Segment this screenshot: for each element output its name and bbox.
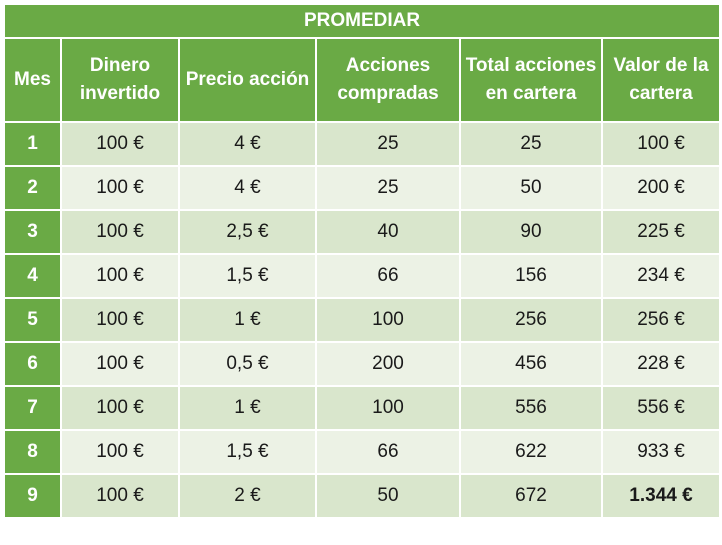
table-row: 2 100 €4 €25 50 200 € — [3, 165, 721, 211]
table-title: PROMEDIAR — [3, 3, 721, 39]
acciones-compradas-cell: 66 — [315, 429, 461, 475]
precio-accion-cell: 1,5 € — [178, 429, 317, 475]
table-row: 8 100 €1,5 €66 622 933 € — [3, 429, 721, 475]
table-row: 5 100 €1 €100 256 256 € — [3, 297, 721, 343]
total-acciones-cell: 256 — [459, 297, 603, 343]
total-acciones-cell: 156 — [459, 253, 603, 299]
mes-cell: 2 — [3, 165, 62, 211]
dinero-invertido-cell: 100 € — [60, 385, 180, 431]
header-row: Mes Dinero invertido Precio acción Acciones c… — [3, 37, 721, 123]
acciones-compradas-cell: 25 — [315, 165, 461, 211]
valor-cartera-cell: 1.344 € — [601, 473, 721, 519]
dinero-invertido-cell: 100 € — [60, 253, 180, 299]
mes-cell: 4 — [3, 253, 62, 299]
acciones-compradas-cell: 100 — [315, 297, 461, 343]
dinero-invertido-cell: 100 € — [60, 473, 180, 519]
acciones-compradas-cell: 40 — [315, 209, 461, 255]
mes-cell: 6 — [3, 341, 62, 387]
header-line-1: Dinero — [89, 55, 151, 76]
acciones-compradas-cell: 200 — [315, 341, 461, 387]
acciones-compradas-cell: 25 — [315, 121, 461, 167]
valor-cartera-cell: 200 € — [601, 165, 721, 211]
header-line-2: invertido — [79, 83, 161, 104]
precio-accion-cell: 4 € — [178, 165, 317, 211]
acciones-compradas-cell: 66 — [315, 253, 461, 299]
mes-cell: 5 — [3, 297, 62, 343]
header-line-2: en cartera — [485, 83, 577, 104]
table-row: 1 100 €4 €25 25 100 € — [3, 121, 721, 167]
valor-cartera-cell: 234 € — [601, 253, 721, 299]
table-body: 1 100 €4 €25 25 100 €2 100 €4 €25 50 200 €3 100… — [3, 121, 721, 519]
valor-cartera-cell: 256 € — [601, 297, 721, 343]
total-acciones-cell: 50 — [459, 165, 603, 211]
mes-cell: 8 — [3, 429, 62, 475]
dinero-invertido-cell: 100 € — [60, 209, 180, 255]
total-acciones-cell: 622 — [459, 429, 603, 475]
header-line-1: Mes — [14, 69, 51, 90]
mes-cell: 9 — [3, 473, 62, 519]
acciones-compradas-cell: 50 — [315, 473, 461, 519]
dinero-invertido-cell: 100 € — [60, 341, 180, 387]
dinero-invertido-cell: 100 € — [60, 121, 180, 167]
precio-accion-cell: 2,5 € — [178, 209, 317, 255]
valor-cartera-cell: 228 € — [601, 341, 721, 387]
header-line-1: Precio acción — [185, 69, 310, 90]
valor-cartera-cell: 556 € — [601, 385, 721, 431]
precio-accion-cell: 1 € — [178, 385, 317, 431]
mes-cell: 1 — [3, 121, 62, 167]
table-row: 6 100 €0,5 €200 456 228 € — [3, 341, 721, 387]
precio-accion-cell: 4 € — [178, 121, 317, 167]
table-row: 9 100 €2 €50 672 1.344 € — [3, 473, 721, 519]
dinero-invertido-cell: 100 € — [60, 429, 180, 475]
promediar-table-container: PROMEDIAR Mes Dinero invertido Precio acció… — [3, 3, 721, 519]
mes-cell: 7 — [3, 385, 62, 431]
total-acciones-cell: 456 — [459, 341, 603, 387]
precio-accion-cell: 1,5 € — [178, 253, 317, 299]
valor-cartera-cell: 225 € — [601, 209, 721, 255]
precio-accion-cell: 1 € — [178, 297, 317, 343]
header-valor-cartera: Valor de la cartera — [601, 37, 721, 123]
header-line-1: Acciones — [345, 55, 431, 76]
promediar-table: PROMEDIAR Mes Dinero invertido Precio acció… — [3, 3, 721, 519]
header-precio-accion: Precio acción — [178, 37, 317, 123]
table-row: 4 100 €1,5 €66 156 234 € — [3, 253, 721, 299]
header-line-2: cartera — [629, 83, 693, 104]
dinero-invertido-cell: 100 € — [60, 165, 180, 211]
header-line-1: Total acciones — [465, 55, 597, 76]
header-dinero-invertido: Dinero invertido — [60, 37, 180, 123]
precio-accion-cell: 2 € — [178, 473, 317, 519]
header-acciones-compradas: Acciones compradas — [315, 37, 461, 123]
table-row: 7 100 €1 €100 556 556 € — [3, 385, 721, 431]
valor-cartera-cell: 933 € — [601, 429, 721, 475]
valor-cartera-cell: 100 € — [601, 121, 721, 167]
header-line-1: Valor de la — [613, 55, 709, 76]
header-mes: Mes — [3, 37, 62, 123]
total-acciones-cell: 556 — [459, 385, 603, 431]
total-acciones-cell: 25 — [459, 121, 603, 167]
header-total-acciones: Total acciones en cartera — [459, 37, 603, 123]
acciones-compradas-cell: 100 — [315, 385, 461, 431]
precio-accion-cell: 0,5 € — [178, 341, 317, 387]
header-line-2: compradas — [337, 83, 439, 104]
total-acciones-cell: 672 — [459, 473, 603, 519]
mes-cell: 3 — [3, 209, 62, 255]
dinero-invertido-cell: 100 € — [60, 297, 180, 343]
total-acciones-cell: 90 — [459, 209, 603, 255]
table-row: 3 100 €2,5 €40 90 225 € — [3, 209, 721, 255]
